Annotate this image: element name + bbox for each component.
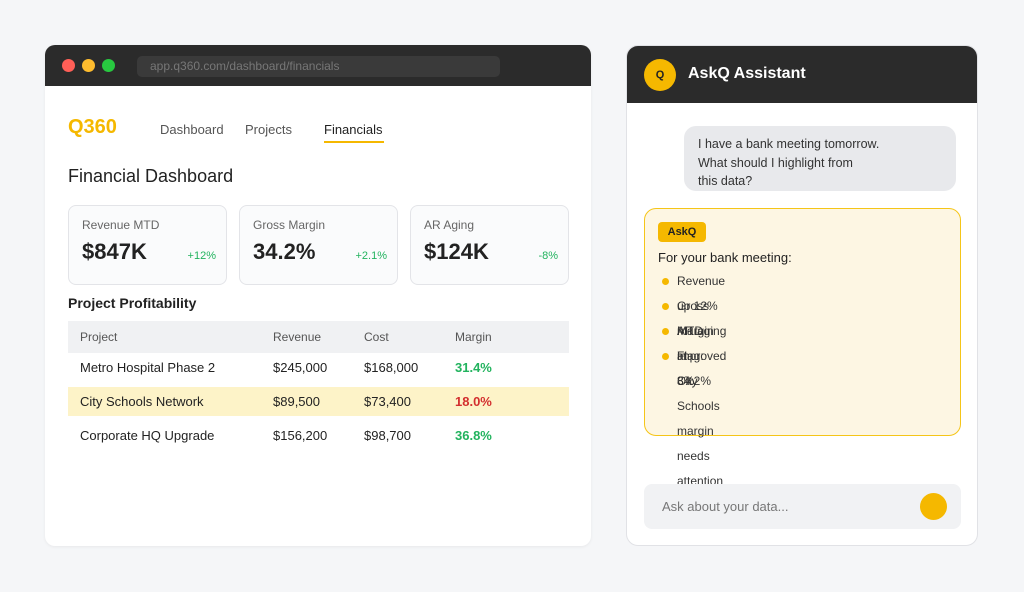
header-cell: Cost bbox=[364, 330, 389, 344]
assistant-panel: Q AskQ Assistant I have a bank meeting t… bbox=[626, 45, 978, 546]
table-cell: Metro Hospital Phase 2 bbox=[80, 360, 216, 375]
bullet bbox=[662, 303, 669, 310]
header-cell: Revenue bbox=[273, 330, 322, 344]
maximize-button[interactable] bbox=[102, 59, 115, 72]
avatar: Q bbox=[644, 59, 676, 91]
assistant-header: Q AskQ Assistant bbox=[627, 46, 977, 103]
nav-item[interactable]: Dashboard bbox=[160, 122, 224, 137]
card-value: $124K bbox=[424, 239, 489, 264]
reply-badge: AskQ bbox=[658, 222, 706, 242]
margin-cell: 18.0% bbox=[455, 394, 492, 409]
card-label: Gross Margin bbox=[253, 218, 326, 232]
bullet bbox=[662, 278, 669, 285]
reply-heading: For your bank meeting: bbox=[658, 250, 792, 265]
row-highlight bbox=[68, 387, 569, 416]
nav-item[interactable]: Projects bbox=[245, 122, 292, 137]
table-cell: $168,000 bbox=[364, 360, 419, 375]
assistant-reply: AskQ For your bank meeting: Revenue up 1… bbox=[644, 208, 961, 488]
card-label: AR Aging bbox=[424, 218, 475, 232]
kpi-card: AR Aging $124K -8% bbox=[410, 205, 569, 285]
header-cell: Margin bbox=[455, 330, 492, 344]
close-button[interactable] bbox=[62, 59, 75, 72]
reply-item: Revenue up 12% MTD bbox=[677, 274, 726, 338]
table-header bbox=[68, 321, 569, 353]
url-bar[interactable]: app.q360.com/dashboard/financials bbox=[137, 56, 500, 77]
assistant-title: AskQ Assistant bbox=[688, 65, 806, 82]
bullet bbox=[662, 353, 669, 360]
user-message: I have a bank meeting tomorrow. What sho… bbox=[684, 126, 956, 191]
reply-item: Flag: City Schools margin needs attentio… bbox=[677, 349, 724, 488]
table-cell: City Schools Network bbox=[80, 394, 204, 409]
margin-cell: 31.4% bbox=[455, 360, 492, 375]
logo: Q360 bbox=[68, 116, 117, 138]
page-title: Financial Dashboard bbox=[68, 166, 234, 186]
header-cell: Project bbox=[80, 330, 118, 344]
table-cell: $73,400 bbox=[364, 394, 411, 409]
chat-input[interactable]: Ask about your data... bbox=[644, 484, 961, 529]
table-cell: $156,200 bbox=[273, 428, 328, 443]
nav-item-active[interactable]: Financials bbox=[324, 122, 383, 137]
card-label: Revenue MTD bbox=[82, 218, 160, 232]
table-title: Project Profitability bbox=[68, 295, 197, 311]
minimize-button[interactable] bbox=[82, 59, 95, 72]
dashboard-window: app.q360.com/dashboard/financials Q360 D… bbox=[45, 45, 591, 546]
card-change: +2.1% bbox=[355, 250, 388, 262]
margin-cell: 36.8% bbox=[455, 428, 492, 443]
input-placeholder: Ask about your data... bbox=[662, 499, 789, 514]
kpi-card: Revenue MTD $847K +12% bbox=[68, 205, 227, 285]
kpi-card: Gross Margin 34.2% +2.1% bbox=[239, 205, 398, 285]
table-cell: $98,700 bbox=[364, 428, 411, 443]
table-cell: Corporate HQ Upgrade bbox=[80, 428, 215, 443]
send-button[interactable] bbox=[920, 493, 947, 520]
bullet bbox=[662, 328, 669, 335]
reply-item: Gross margin at 34.2% bbox=[677, 299, 714, 388]
browser-bar: app.q360.com/dashboard/financials bbox=[45, 45, 591, 86]
nav-underline bbox=[324, 141, 384, 143]
card-change: +12% bbox=[187, 250, 216, 262]
card-value: $847K bbox=[82, 239, 147, 264]
reply-item: AR aging improved 8% bbox=[677, 324, 727, 388]
table-cell: $89,500 bbox=[273, 394, 320, 409]
card-change: -8% bbox=[538, 250, 558, 262]
card-value: 34.2% bbox=[253, 239, 316, 264]
table-cell: $245,000 bbox=[273, 360, 328, 375]
